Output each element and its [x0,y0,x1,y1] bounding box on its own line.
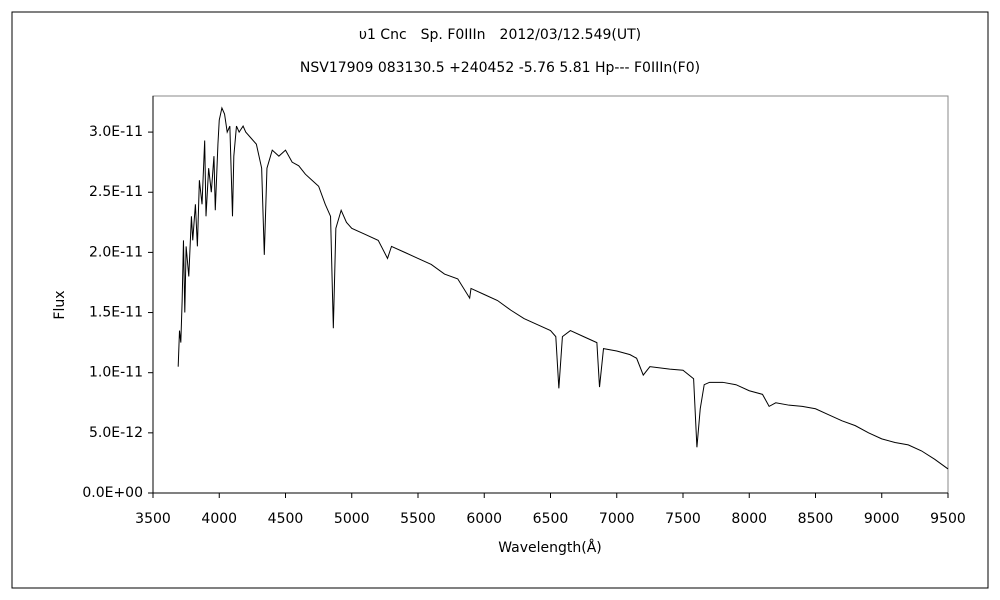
y-tick-label: 0.0E+00 [82,485,143,501]
y-tick-label: 1.0E-11 [89,365,143,381]
chart-subtitle: NSV17909 083130.5 +240452 -5.76 5.81 Hp-… [300,60,700,76]
chart-border [11,11,989,589]
x-tick-label: 6000 [466,511,502,527]
x-tick-label: 4500 [268,511,304,527]
x-tick-label: 8500 [798,511,834,527]
x-tick-label: 9000 [864,511,900,527]
x-tick-label: 5000 [334,511,370,527]
x-tick-label: 4000 [201,511,237,527]
x-tick-label: 7000 [599,511,635,527]
x-tick-label: 9500 [930,511,966,527]
x-tick-label: 5500 [400,511,436,527]
y-tick-label: 2.5E-11 [89,184,143,200]
y-tick-label: 5.0E-12 [89,425,143,441]
y-tick-label: 3.0E-11 [89,124,143,140]
y-tick-label: 1.5E-11 [89,305,143,321]
chart-title: υ1 Cnc Sp. F0IIIn 2012/03/12.549(UT) [359,27,641,43]
x-tick-label: 7500 [665,511,701,527]
x-tick-label: 3500 [135,511,171,527]
spectrum-line [177,106,949,470]
plot-area [152,95,949,494]
x-axis-label: Wavelength(Å) [498,539,602,556]
x-tick-label: 8000 [731,511,767,527]
y-axis-label: Flux [52,290,68,319]
y-tick-label: 2.0E-11 [89,244,143,260]
x-tick-label: 6500 [533,511,569,527]
